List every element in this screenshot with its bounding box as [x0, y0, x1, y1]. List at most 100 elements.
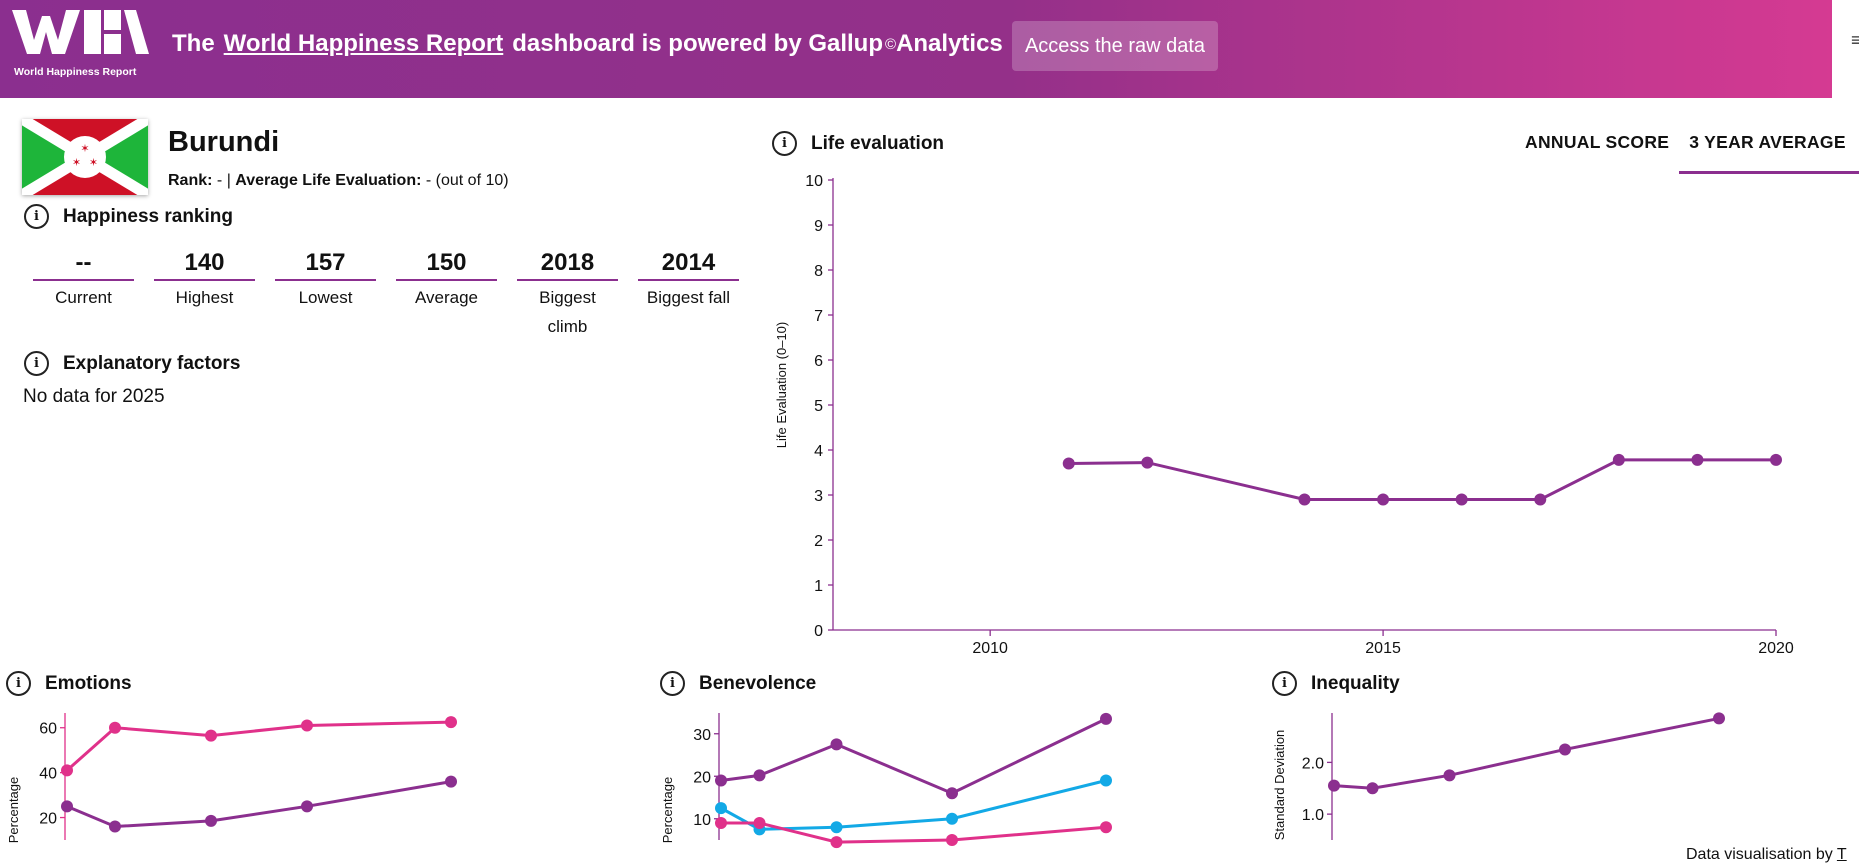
emotions-heading: i Emotions [6, 671, 132, 696]
logo-caption: World Happiness Report [14, 66, 137, 78]
stat-biggest-fall: 2014 Biggest fall [638, 247, 739, 341]
stat-value: -- [33, 247, 134, 281]
x-tick-label: 2015 [1365, 640, 1401, 657]
stat-highest: 140 Highest [154, 247, 255, 341]
y-tick-label: 10 [805, 173, 823, 190]
data-point [1691, 453, 1704, 466]
y-tick-label: 2 [814, 533, 823, 550]
data-point [715, 802, 727, 815]
y-tick-label: 30 [693, 727, 711, 744]
svg-text:✶: ✶ [89, 156, 98, 169]
y-tick-label: 20 [693, 769, 711, 786]
menu-icon[interactable]: ≡ [1851, 30, 1859, 50]
data-point [61, 800, 73, 813]
emotions-title: Emotions [45, 672, 132, 694]
stat-lowest: 157 Lowest [275, 247, 376, 341]
stat-label: Biggest fall [646, 288, 731, 307]
data-point [1455, 493, 1468, 506]
stat-value: 157 [275, 247, 376, 281]
data-point [1328, 779, 1340, 792]
data-point [109, 721, 121, 734]
y-axis-title: Life Evaluation (0–10) [774, 322, 789, 448]
data-point [830, 836, 843, 849]
rank-value: - [216, 172, 223, 189]
data-point [301, 719, 313, 732]
y-tick-label: 40 [39, 766, 57, 783]
inequality-chart: 1.0 2.0 Standard Deviation [1272, 712, 1725, 840]
avg-life-eval-value: - (out of 10) [425, 172, 509, 189]
blue-series-line [720, 779, 1107, 831]
x-tick-label: 2020 [1758, 640, 1794, 657]
burundi-flag: ✶ ✶ ✶ [22, 119, 148, 195]
tab-annual-score[interactable]: ANNUAL SCORE [1525, 132, 1670, 152]
happiness-ranking-title: Happiness ranking [63, 205, 233, 227]
avg-life-eval-label: Average Life Evaluation: [235, 172, 422, 189]
stat-label: Average [414, 288, 478, 307]
y-tick-label: 60 [39, 721, 57, 738]
y-tick-label: 20 [39, 811, 57, 828]
y-tick-label: 3 [814, 488, 823, 505]
whr-logo-mark [12, 10, 149, 54]
data-point [205, 814, 217, 827]
data-point [205, 729, 217, 742]
data-point [830, 821, 843, 834]
data-point [1377, 493, 1390, 506]
y-tick-label: 7 [814, 308, 823, 325]
happiness-ranking-heading: i Happiness ranking [24, 204, 233, 229]
data-point [1100, 774, 1112, 787]
life-evaluation-chart: 0 1 2 3 4 5 6 7 8 9 10 2010 2015 2020 Life Evaluation … [774, 173, 1794, 657]
whr-link[interactable]: World Happiness Report [223, 30, 504, 57]
svg-text:✶: ✶ [72, 156, 81, 169]
data-point [1443, 769, 1456, 782]
purple-series-line [66, 780, 452, 829]
rank-line: Rank: - | Average Life Evaluation: - (ou… [168, 172, 509, 190]
data-point [946, 787, 958, 800]
stat-value: 150 [396, 247, 497, 281]
stat-biggest-climb: 2018 Biggest climb [517, 247, 618, 341]
info-icon[interactable]: i [772, 131, 797, 156]
stat-current: -- Current [33, 247, 134, 341]
data-point [715, 817, 727, 829]
info-icon[interactable]: i [24, 351, 49, 376]
purple-series-line [720, 717, 1107, 795]
rank-label: Rank: [168, 172, 213, 189]
life-evaluation-line [1068, 458, 1776, 501]
y-tick-label: 10 [693, 812, 711, 829]
info-icon[interactable]: i [24, 204, 49, 229]
y-axis-title: Percentage [6, 777, 21, 844]
life-evaluation-title: Life evaluation [811, 132, 945, 154]
data-point [445, 716, 457, 729]
stat-label: Current [55, 288, 112, 307]
benevolence-heading: i Benevolence [660, 671, 816, 696]
svg-text:✶: ✶ [80, 142, 89, 155]
data-point [830, 738, 843, 751]
data-point [1141, 456, 1154, 469]
y-tick-label: 2.0 [1302, 755, 1324, 772]
whr-logo[interactable]: World Happiness Report [12, 10, 152, 82]
info-icon[interactable]: i [6, 671, 31, 696]
y-axis-title: Percentage [660, 777, 675, 844]
benevolence-chart: 10 20 30 Percentage [660, 712, 1112, 849]
data-point [1770, 453, 1782, 466]
info-icon[interactable]: i [660, 671, 685, 696]
info-icon[interactable]: i [1272, 671, 1297, 696]
data-point [753, 769, 766, 782]
top-banner: World Happiness Report The World Happine… [0, 0, 1832, 98]
data-point [61, 764, 73, 777]
ranking-stats: -- Current 140 Highest 157 Lowest 150 Av… [33, 247, 759, 341]
data-point [946, 834, 958, 846]
life-evaluation-tabs: ANNUAL SCORE 3 YEAR AVERAGE [1515, 128, 1859, 174]
pink-series-line [66, 720, 452, 772]
headline-middle: dashboard is powered by Gallup [512, 30, 883, 57]
access-raw-data-button[interactable]: Access the raw data [1012, 21, 1218, 71]
rank-separator: | [226, 172, 231, 189]
data-point [1062, 457, 1075, 470]
data-point [445, 775, 457, 788]
y-tick-label: 8 [814, 263, 823, 280]
credit-link[interactable]: T [1836, 846, 1847, 863]
y-tick-label: 1 [814, 578, 823, 595]
data-point [1534, 493, 1547, 506]
no-data-message: No data for 2025 [23, 386, 165, 407]
header-headline: The World Happiness Report dashboard is … [172, 30, 1003, 58]
tab-3-year-average[interactable]: 3 YEAR AVERAGE [1679, 128, 1859, 174]
